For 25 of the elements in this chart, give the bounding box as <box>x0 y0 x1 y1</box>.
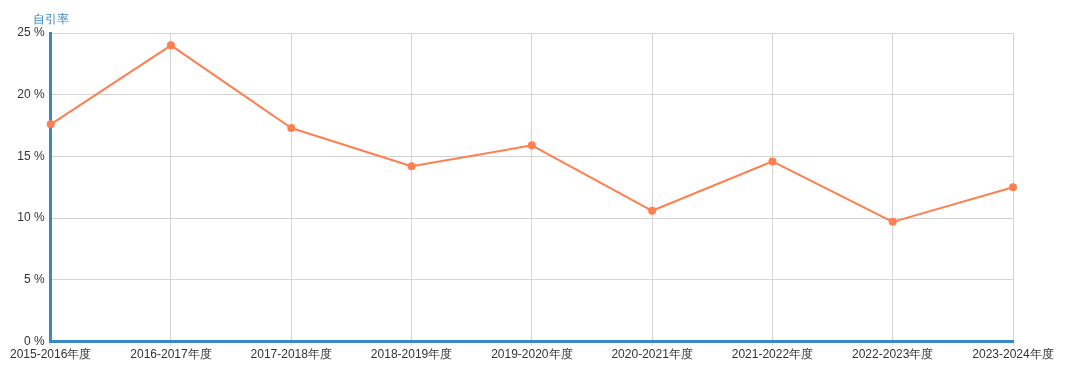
x-tick-label: 2015-2016年度 <box>10 347 92 362</box>
point <box>407 162 416 171</box>
x-tick-label: 2016-2017年度 <box>130 347 212 362</box>
point <box>768 157 777 166</box>
y-tick-label: 0 % <box>24 333 46 348</box>
y-tick-label: 15 % <box>17 148 46 163</box>
x-tick-label: 2023-2024年度 <box>972 347 1054 362</box>
point <box>648 206 657 215</box>
point <box>287 124 296 133</box>
y-tick-label: 5 % <box>24 272 46 287</box>
point <box>527 141 536 150</box>
y-tick-label: 10 % <box>17 210 46 225</box>
x-tick-label: 2019-2020年度 <box>491 347 573 362</box>
point <box>1009 183 1017 192</box>
y-axis-title: 自引率 <box>32 12 69 27</box>
x-tick-label: 2020-2021年度 <box>611 347 693 362</box>
x-tick-label: 2022-2023年度 <box>852 347 934 362</box>
point <box>888 217 897 226</box>
point <box>166 41 175 50</box>
y-tick-label: 25 % <box>17 25 46 40</box>
x-tick-label: 2018-2019年度 <box>370 347 453 362</box>
point <box>46 120 55 129</box>
x-tick-label: 2017-2018年度 <box>250 347 332 362</box>
x-tick-label: 2021-2022年度 <box>731 347 814 362</box>
y-tick-label: 20 % <box>17 87 46 102</box>
